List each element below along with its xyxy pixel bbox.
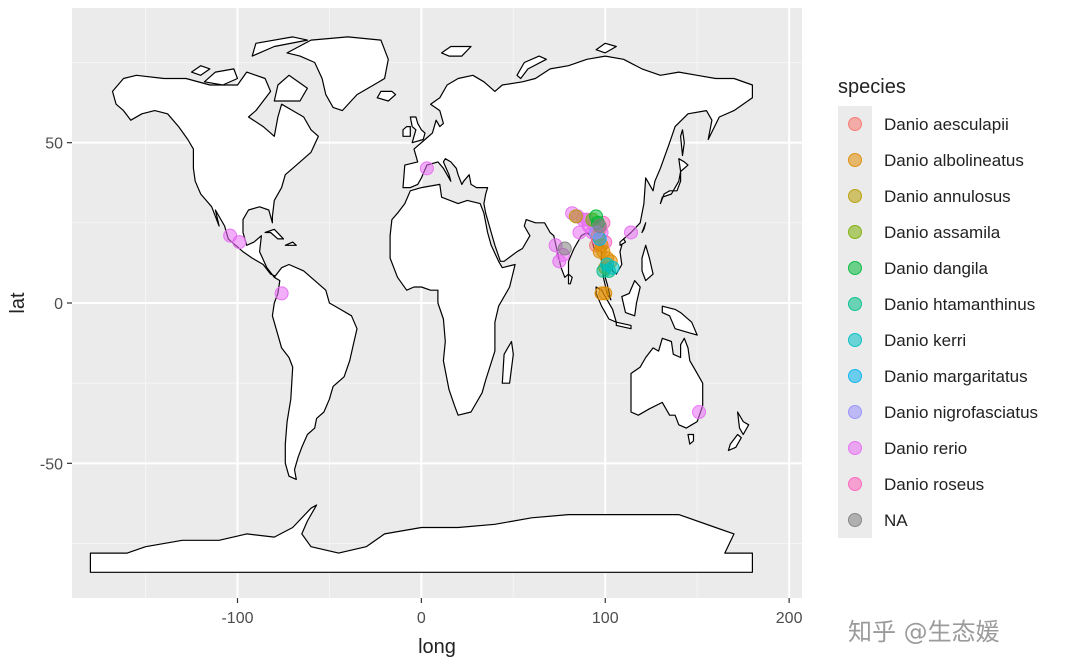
data-point [568,209,583,224]
land-new-zealand-north [736,411,750,436]
legend-key [848,477,862,491]
land-greenland [286,36,389,112]
x-axis-title: long [418,636,456,658]
plot-panel [72,8,802,598]
legend-label: Danio dangila [884,259,989,278]
data-point [232,235,247,250]
legend-key [848,261,862,275]
land-java [615,321,632,330]
land-borneo [621,280,641,317]
legend-label: Danio assamila [884,223,1001,242]
land-ireland [402,125,411,137]
land-iceland [376,90,397,102]
land-south-america [271,263,358,480]
x-axis: -100 0 100 200 [221,598,803,627]
land-ellesmere-island [251,36,308,57]
legend-label: Danio htamanthinus [884,295,1035,314]
world-land [89,36,754,573]
land-tasmania [687,433,695,445]
legend-label: Danio kerri [884,331,966,350]
land-great-britain [409,116,426,144]
x-tick-label: 0 [417,610,426,627]
legend-key [848,441,862,455]
occurrence-points [223,161,707,420]
land-sri-lanka [567,273,573,285]
y-tick-label: 50 [45,136,63,153]
legend-key-background [838,106,872,538]
legend-key [848,405,862,419]
x-tick-label: 100 [592,610,619,627]
data-point [623,225,638,240]
data-point [692,405,707,420]
legend-label: Danio rerio [884,439,967,458]
legend-label: Danio albolineatus [884,151,1024,170]
data-point [592,219,607,234]
data-point [557,241,572,256]
land-novaya-zemlya [516,55,548,80]
land-sakhalin [679,129,685,157]
land-banks-island [190,65,211,76]
legend-key [848,153,862,167]
y-axis-title: lat [7,292,29,314]
land-taiwan [641,222,647,234]
legend-label: Danio margaritatus [884,367,1028,386]
land-africa [389,183,516,416]
legend-key [848,369,862,383]
land-cuba [264,228,285,240]
legend-label: Danio annulosus [884,187,1011,206]
legend-key [848,513,862,527]
land-australia [630,337,704,429]
legend-key [848,225,862,239]
land-philippines [641,244,654,282]
legend-key [848,297,862,311]
land-severnaya-zemlya [595,42,617,54]
land-svalbard [441,45,472,57]
legend-label: Danio aesculapii [884,115,1009,134]
land-baffin-island [273,74,308,102]
data-point [598,286,613,301]
land-antarctica [89,504,754,573]
legend-key [848,117,862,131]
legend-title: species [838,76,906,98]
legend-label: NA [884,511,908,530]
x-tick-label: 200 [776,610,803,627]
legend-entries: Danio aesculapii Danio albolineatus Danio … [848,115,1038,530]
y-axis: -50 0 50 [40,136,72,473]
land-madagascar [501,340,514,384]
land-new-guinea [661,305,698,336]
land-hispaniola [284,241,297,246]
data-point [592,244,607,259]
land-hainan [619,238,627,246]
land-japan [659,158,689,205]
land-new-zealand-south [727,433,742,452]
land-victoria-island [203,68,239,86]
legend-key [848,333,862,347]
watermark: 知乎 @生态媛 [848,618,1000,646]
legend-label: Danio roseus [884,475,984,494]
data-point [274,286,289,301]
legend: species Danio aesculapii Danio albolineat… [838,76,1038,538]
data-point [600,257,615,272]
data-point [572,225,587,240]
y-tick-label: 0 [54,296,63,313]
land-north-america [111,71,319,278]
x-tick-label: -100 [221,610,253,627]
y-tick-label: -50 [40,456,63,473]
legend-key [848,189,862,203]
legend-label: Danio nigrofasciatus [884,403,1038,422]
data-point [419,161,434,176]
